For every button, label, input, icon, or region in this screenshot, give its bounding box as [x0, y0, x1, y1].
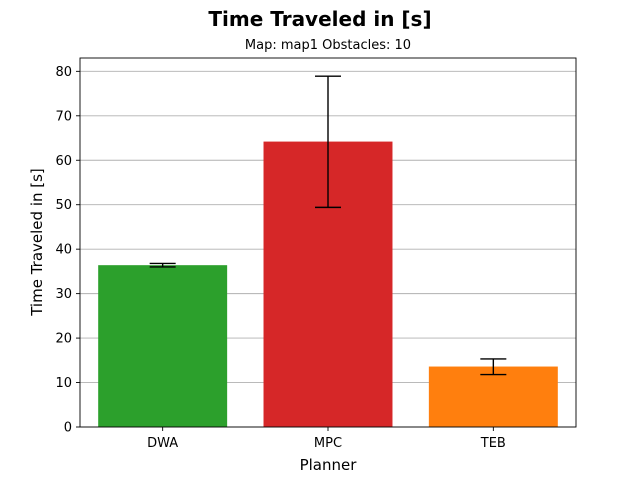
- y-tick-label: 0: [64, 421, 72, 436]
- y-tick-label: 70: [55, 109, 72, 124]
- y-tick-label: 30: [55, 287, 72, 302]
- bar-teb: [428, 366, 558, 427]
- y-tick-label: 60: [55, 154, 72, 169]
- error-bars: [149, 75, 507, 376]
- y-tick-label: 80: [55, 65, 72, 80]
- x-axis-ticks: DWA MPC TEB: [147, 427, 506, 451]
- y-tick-label: 50: [55, 198, 72, 213]
- x-tick-label: TEB: [480, 436, 506, 451]
- chart-title: Time Traveled in [s]: [208, 7, 431, 31]
- y-axis-ticks: 0 10 20 30 40 50 60 70 80: [55, 65, 80, 436]
- x-tick-label: MPC: [314, 436, 342, 451]
- y-tick-label: 40: [55, 243, 72, 258]
- y-axis-label: Time Traveled in [s]: [28, 168, 46, 317]
- x-axis-label: Planner: [300, 456, 358, 474]
- x-tick-label: DWA: [147, 436, 178, 451]
- bar-dwa: [98, 265, 228, 427]
- chart-subtitle: Map: map1 Obstacles: 10: [245, 38, 411, 53]
- y-tick-label: 10: [55, 376, 72, 391]
- y-tick-label: 20: [55, 332, 72, 347]
